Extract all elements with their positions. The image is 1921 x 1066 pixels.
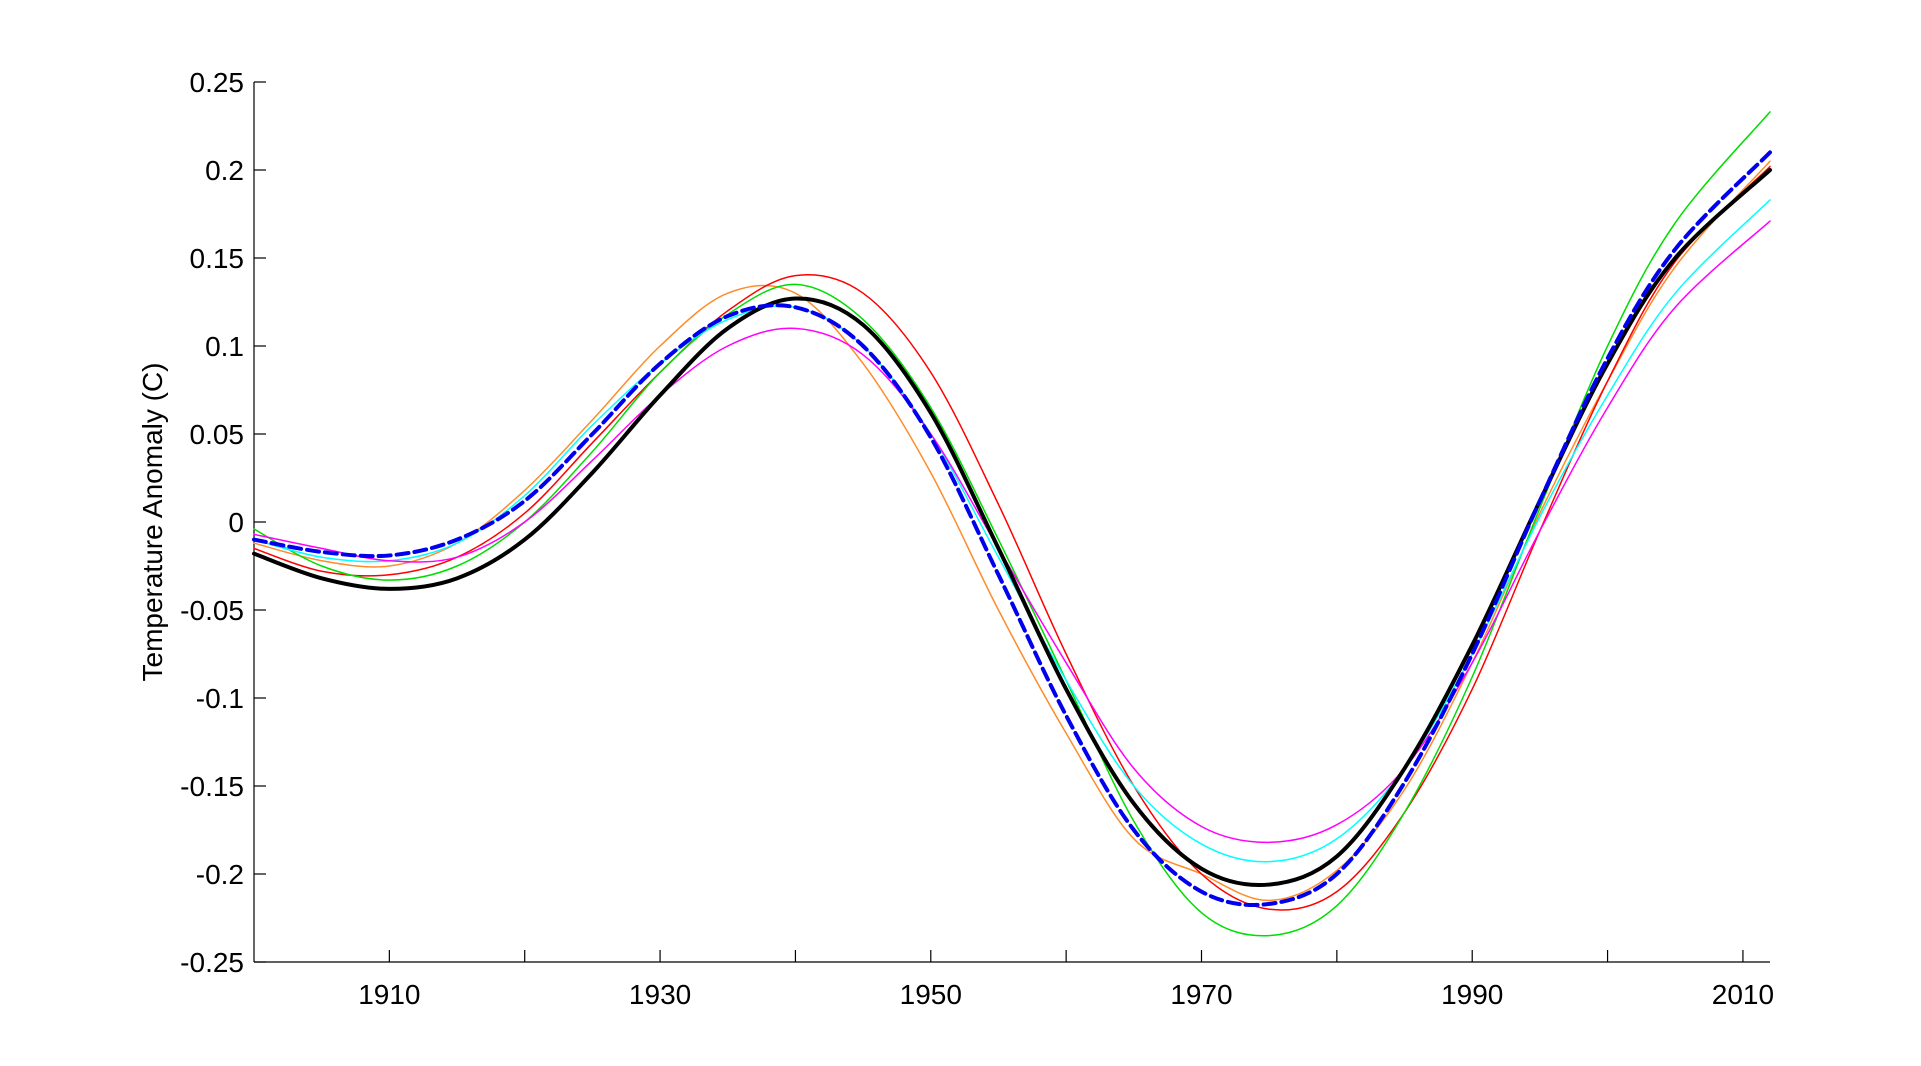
x-tick-label: 1970: [1170, 979, 1232, 1010]
x-tick-label: 1930: [629, 979, 691, 1010]
y-axis-label: Temperature Anomaly (C): [137, 362, 168, 681]
x-tick-label: 2010: [1712, 979, 1774, 1010]
x-tick-label: 1990: [1441, 979, 1503, 1010]
x-tick-label: 1910: [358, 979, 420, 1010]
series-group: [252, 111, 1772, 937]
y-tick-label: -0.15: [180, 771, 244, 802]
labels: 0.25 0.2 0.15 0.1 0.05 0 -0.05 -0.1 -0.15 -0.2 -0.…: [137, 67, 1774, 1010]
x-tick-label: 1950: [900, 979, 962, 1010]
series-line-7: [252, 150, 1772, 907]
y-tick-label: -0.25: [180, 947, 244, 978]
y-tick-label: 0.25: [190, 67, 245, 98]
axes: [253, 81, 1770, 963]
y-tick-label: -0.2: [196, 859, 244, 890]
series-line-2: [253, 165, 1771, 911]
y-tick-label: 0.2: [205, 155, 244, 186]
y-tick-label: 0.1: [205, 331, 244, 362]
y-tick-label: -0.05: [180, 595, 244, 626]
series-line-4: [253, 199, 1771, 863]
y-tick-label: -0.1: [196, 683, 244, 714]
series-line-5: [253, 220, 1771, 844]
series-line-3: [253, 111, 1771, 937]
series-line-1: [253, 160, 1771, 902]
y-tick-label: 0.05: [190, 419, 245, 450]
y-tick-label: 0.15: [190, 243, 245, 274]
y-tick-label: 0: [228, 507, 244, 538]
